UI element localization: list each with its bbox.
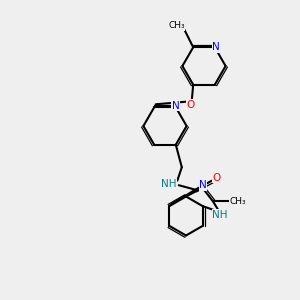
Text: N: N xyxy=(199,181,207,190)
Text: N: N xyxy=(172,101,180,111)
Text: O: O xyxy=(212,173,220,183)
Text: N: N xyxy=(212,42,220,52)
Text: CH₃: CH₃ xyxy=(168,21,185,30)
Text: O: O xyxy=(186,100,194,110)
Text: CH₃: CH₃ xyxy=(229,197,246,206)
Text: NH: NH xyxy=(160,179,176,189)
Text: NH: NH xyxy=(212,210,228,220)
